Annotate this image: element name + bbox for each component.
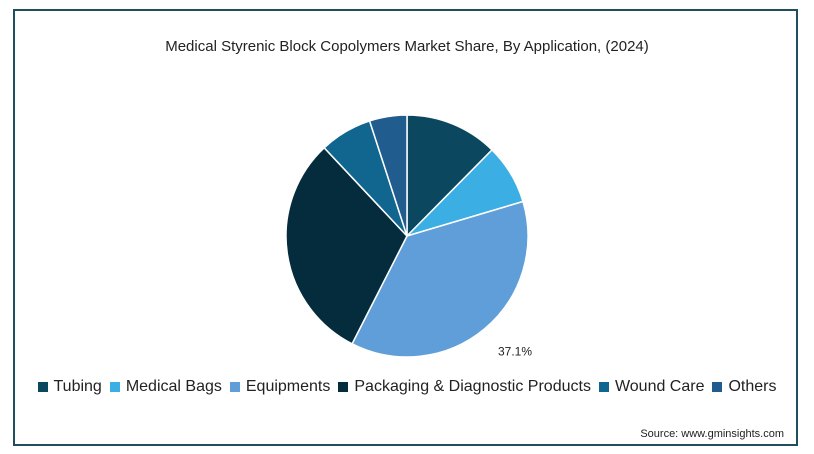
legend-label: Wound Care [614,378,705,395]
legend-swatch [229,382,240,392]
chart-title: Medical Styrenic Block Copolymers Market… [165,38,649,55]
legend-swatch [37,382,48,392]
legend-item-others: Others [712,378,777,396]
pie-slice-packaging-diagnostic-products [285,146,408,345]
legend-label: Tubing [53,378,102,395]
chart-legend: Tubing Medical Bags Equipments Packaging & … [0,378,814,396]
legend-label: Medical Bags [125,378,222,395]
legend-item-packaging-diagnostic-products: Packaging & Diagnostic Products [338,378,591,396]
legend-label: Equipments [245,378,331,395]
legend-swatch [338,382,349,392]
data-label-equipments: 37.1% [498,345,532,359]
pie-slice-others [368,114,408,237]
legend-swatch [598,382,609,392]
legend-item-equipments: Equipments [229,378,331,396]
legend-swatch [109,382,120,392]
pie-slice-tubing [406,114,494,238]
pie-slice-equipments [351,200,529,358]
legend-item-medical-bags: Medical Bags [109,378,222,396]
legend-label: Others [728,378,777,395]
legend-item-wound-care: Wound Care [598,378,705,396]
legend-item-tubing: Tubing [37,378,102,396]
legend-label: Packaging & Diagnostic Products [354,378,591,395]
source-note: Source: www.gminsights.com [640,428,784,440]
legend-swatch [712,382,723,392]
